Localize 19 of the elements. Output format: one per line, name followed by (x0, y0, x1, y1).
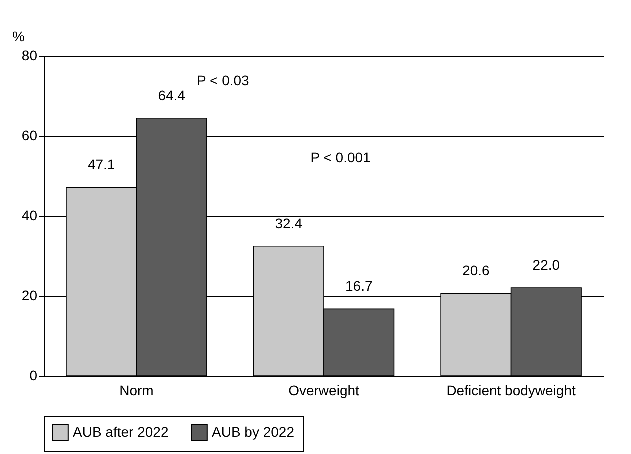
y-tick-label: 60 (22, 128, 38, 144)
y-tick-label: 0 (30, 368, 38, 384)
annotation: P < 0.03 (197, 72, 250, 89)
y-tick-label: 20 (22, 288, 38, 304)
x-tick-label: Deficient bodyweight (446, 382, 576, 398)
y-axis-title: % (12, 28, 25, 44)
x-tick-label: Overweight (288, 382, 360, 398)
data-label: 47.1 (88, 156, 116, 173)
data-label: 32.4 (275, 215, 303, 232)
data-label: 16.7 (345, 278, 373, 294)
data-label: 64.4 (158, 87, 186, 104)
x-tick-label: Norm (120, 382, 154, 398)
data-label: 20.6 (462, 262, 490, 279)
data-label: 22.0 (532, 257, 560, 273)
legend-label: AUB by 2022 (212, 424, 295, 440)
y-tick-label: 40 (22, 208, 38, 224)
legend-label: AUB after 2022 (73, 424, 169, 440)
y-tick-label: 80 (22, 48, 38, 64)
annotation: P < 0.001 (310, 149, 372, 166)
